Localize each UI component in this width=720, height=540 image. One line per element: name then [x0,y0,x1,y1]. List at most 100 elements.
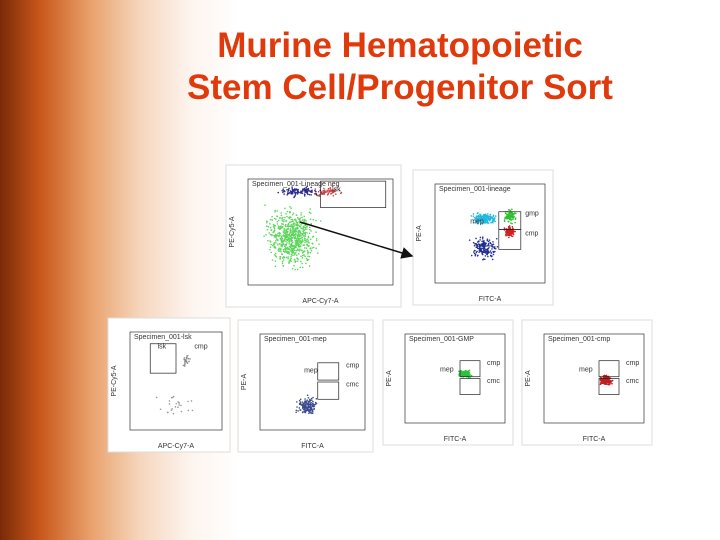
event-dot [601,382,604,384]
event-dot [300,224,302,226]
event-dot [310,411,312,413]
event-dot [461,372,464,375]
x-axis-label: APC-Cy7-A [158,443,195,450]
event-dot [178,402,181,404]
event-dot [280,214,283,217]
event-dot [282,191,284,194]
event-dot [282,250,285,253]
event-dot [306,192,309,195]
gate-label: mep [579,366,593,373]
event-dot [307,189,309,191]
event-dot [304,239,307,242]
event-dot [288,240,290,243]
event-dot [514,230,516,233]
event-dot [472,241,475,244]
event-dot [271,244,274,247]
event-dot [301,238,304,241]
event-dot [182,364,185,367]
gate [459,360,481,378]
event-dot [290,238,293,240]
plot-title: Specimen_001-lineage [439,186,511,193]
event-dot [296,244,299,246]
event-dot [291,192,293,195]
x-axis-label: APC-Cy7-A [302,298,339,305]
event-dot [296,406,298,408]
event-dot [491,220,494,222]
event-dot [485,219,487,221]
event-dot [299,231,302,234]
event-dot [299,398,302,401]
event-dot [605,374,608,377]
gate [598,378,620,395]
event-dot [468,374,471,377]
event-dot [301,262,303,265]
event-dot [465,371,468,374]
event-dot [289,224,292,226]
event-dot [297,190,299,192]
gate-label: cmc [346,382,359,389]
event-dot [273,217,276,220]
event-dot [264,204,266,207]
event-dot [492,250,494,253]
event-dot [273,227,276,230]
event-dot [307,396,310,399]
event-dot [458,374,460,377]
event-dot [274,211,276,213]
event-dot [314,401,317,404]
event-dot [274,260,277,262]
event-dot [281,218,283,220]
event-dot [303,220,305,223]
event-dot [301,240,304,242]
event-dot [301,254,304,257]
event-dot [288,260,290,262]
event-dot [293,249,296,252]
event-dot [480,247,482,250]
event-dot [293,237,296,240]
event-dot [298,248,301,250]
event-dot [491,218,494,220]
event-dot [476,244,479,246]
event-dot [280,240,283,242]
event-dot [285,229,288,231]
event-dot [509,209,512,212]
event-dot [332,195,335,197]
flow-plot: Specimen_001-lineage FITC-A PE-A gmp cmp mep [412,169,554,306]
event-dot [489,213,492,216]
event-dot [311,410,314,413]
event-dot [281,243,283,246]
event-dot [470,215,473,217]
event-dot [292,228,294,231]
event-dot [287,225,290,228]
event-dot [284,251,286,253]
event-dot [265,225,268,227]
event-dot [473,219,475,222]
event-dot [306,190,309,193]
event-dot [289,230,292,232]
event-dot [478,215,481,218]
event-dot [479,239,481,241]
event-dot [482,251,484,254]
event-dot [265,233,267,236]
event-dot [478,246,481,248]
event-dot [280,250,282,253]
event-dot [485,248,487,251]
event-dot [472,251,475,253]
event-dot [487,222,490,224]
event-dot [273,230,275,233]
event-dot [486,251,488,253]
event-dot [468,239,471,241]
event-dot [291,234,293,237]
event-dot [288,237,291,239]
event-dot [287,256,290,258]
event-dot [297,245,300,248]
event-dot [333,190,335,193]
event-dot [461,374,463,377]
plot-area [543,333,645,424]
event-dot [495,237,498,240]
plot-title: Specimen_001-cmp [548,336,610,343]
event-dot [266,228,269,231]
event-dot [292,223,295,226]
event-dot [477,215,479,218]
event-dot [304,411,307,414]
event-dot [479,223,482,225]
